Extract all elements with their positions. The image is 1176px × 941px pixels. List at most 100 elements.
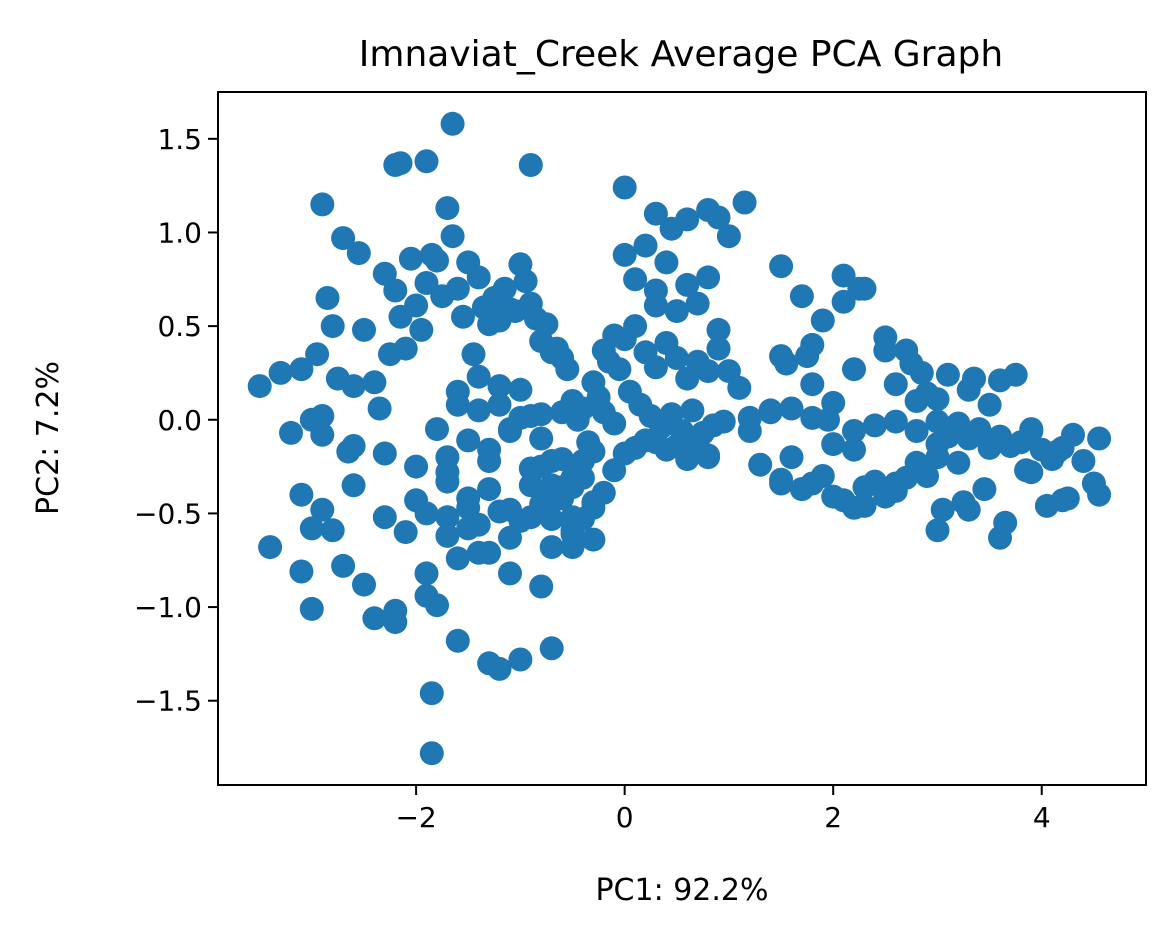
scatter-point [550,400,575,425]
scatter-point [623,435,648,460]
scatter-point [341,374,366,399]
scatter-point [445,379,470,404]
scatter-point [404,293,429,318]
scatter-point [435,196,460,221]
plot-area [247,111,1112,766]
scatter-point [696,265,721,290]
scatter-point [487,392,512,417]
scatter-point [508,377,533,402]
scatter-point [268,360,293,385]
scatter-point [456,428,481,453]
scatter-point [393,520,418,545]
scatter-point [612,242,637,267]
scatter-point [346,241,371,266]
scatter-point [1050,488,1075,513]
scatter-point [842,419,866,443]
scatter-point [591,400,616,425]
scatter-point [988,525,1012,550]
scatter-point [513,269,538,294]
scatter-point [1019,417,1044,442]
scatter-point [758,400,783,425]
scatter-point [388,151,413,176]
scatter-point [534,312,559,337]
scatter-point [607,357,632,382]
scatter-point [789,477,814,502]
scatter-point [602,458,627,483]
scatter-point [930,497,955,522]
scatter-point [847,276,872,301]
scatter-point [711,409,736,434]
scatter-point [769,471,794,496]
y-tick-label: −1.0 [134,591,202,624]
scatter-point [419,741,444,766]
scatter-point [769,254,794,279]
scatter-point [435,505,460,530]
scatter-point [623,267,648,292]
scatter-point [716,224,741,249]
scatter-point [435,445,460,470]
scatter-point [498,497,522,522]
scatter-point [831,263,856,288]
y-tick-label: 1.5 [157,123,202,156]
scatter-point [664,299,689,324]
scatter-point [664,346,689,370]
scatter-point [643,201,668,226]
scatter-point [1003,362,1028,387]
scatter-point [367,396,392,421]
scatter-point [498,417,522,442]
scatter-point [659,216,684,241]
scatter-point [508,647,533,672]
scatter-point [570,449,595,473]
scatter-point [299,516,324,541]
scatter-point [414,501,439,526]
scatter-point [279,420,303,445]
scatter-point [404,454,429,479]
scatter-point [425,248,449,273]
scatter-point [633,233,658,258]
scatter-point [696,198,721,222]
scatter-point [299,596,324,621]
scatter-point [904,419,929,443]
x-axis: −2 0 2 4 [395,785,1051,834]
scatter-point [362,606,387,631]
x-axis-label: PC1: 92.2% [595,873,768,908]
scatter-point [810,308,835,333]
y-tick-label: −0.5 [134,497,202,530]
scatter-point [612,175,637,200]
scatter-point [362,370,387,395]
scatter-point [487,656,512,681]
scatter-point [414,583,439,608]
scatter-point [451,304,475,329]
scatter-point [977,392,1002,417]
scatter-point [372,441,397,466]
scatter-point [331,553,356,578]
scatter-point [560,522,585,546]
scatter-point [466,398,491,423]
scatter-point [800,372,825,397]
scatter-point [581,527,606,552]
scatter-point [643,430,668,455]
scatter-point [393,336,418,361]
scatter-point [800,332,825,357]
scatter-point [643,355,668,380]
scatter-point [1045,439,1070,464]
scatter-point [779,445,804,470]
scatter-point [320,518,345,543]
scatter-point [466,364,491,389]
scatter-point [487,374,512,399]
scatter-point [727,375,752,400]
scatter-point [1087,482,1112,507]
scatter-point [789,284,814,309]
scatter-point [664,434,689,458]
scatter-point [331,226,356,251]
scatter-point [915,464,939,488]
scatter-point [539,535,564,560]
scatter-point [737,419,762,443]
scatter-point [247,374,272,399]
plot-frame [217,91,1147,786]
scatter-point [909,360,934,385]
y-tick-label: 1.0 [157,216,202,249]
scatter-point [555,357,580,382]
scatter-point [935,362,960,387]
